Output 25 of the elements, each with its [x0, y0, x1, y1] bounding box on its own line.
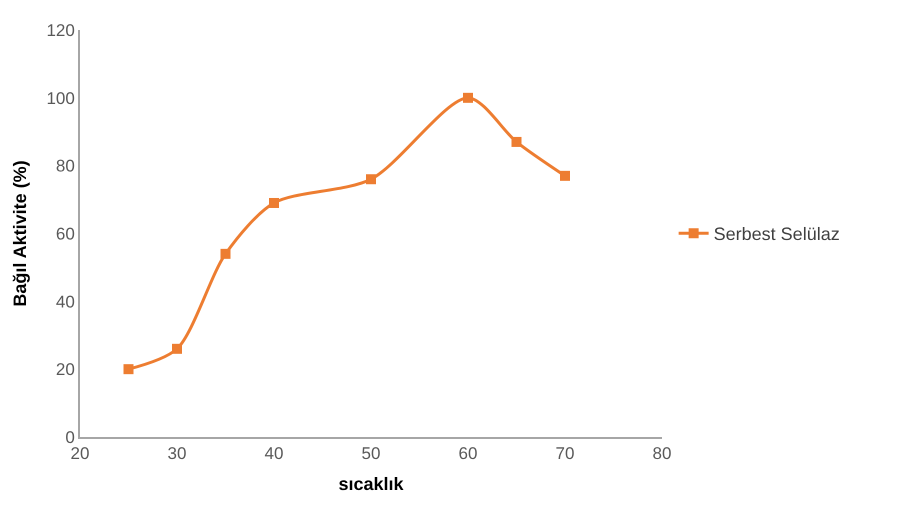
x-tick-label: 60	[458, 444, 478, 464]
y-tick-label: 100	[46, 88, 75, 108]
x-tick-label: 80	[652, 444, 672, 464]
x-axis-title: sıcaklık	[338, 474, 405, 494]
y-tick-label: 40	[56, 292, 75, 312]
x-tick-label: 40	[264, 444, 284, 464]
legend-label: Serbest Selülaz	[714, 224, 840, 244]
point	[220, 248, 230, 259]
y-tick-label: 120	[46, 20, 75, 40]
point	[512, 136, 522, 147]
y-axis-title: Bağıl Aktivite (%)	[10, 160, 30, 307]
y-tick-label: 80	[56, 156, 75, 176]
point	[172, 344, 182, 354]
y-tick-label: 20	[56, 360, 75, 380]
x-tick-label: 50	[362, 444, 380, 464]
x-tick-label: 30	[168, 444, 186, 464]
y-tick-label: 0	[65, 428, 75, 447]
x-tick-label: 20	[70, 444, 90, 464]
point	[366, 174, 376, 184]
point	[269, 198, 279, 208]
y-tick-label: 60	[56, 224, 75, 244]
x-tick-label: 70	[556, 444, 574, 464]
point	[124, 364, 134, 374]
point	[463, 92, 473, 103]
point	[560, 170, 570, 181]
